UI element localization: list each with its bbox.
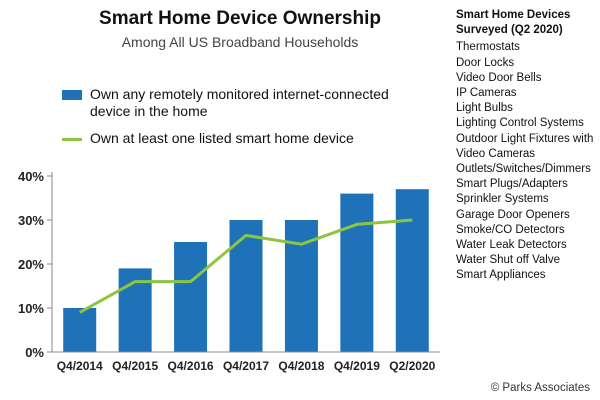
chart-subtitle: Among All US Broadband Households	[121, 34, 359, 50]
legend: Own any remotely monitored internet-conn…	[62, 86, 420, 157]
device-item: Water Shut off Valve	[456, 254, 560, 267]
legend-bar-label: Own any remotely monitored internet-conn…	[90, 86, 389, 119]
x-tick-label: Q4/2014	[57, 359, 103, 373]
bar	[229, 220, 263, 352]
device-item: Door Locks	[456, 56, 515, 69]
series-line	[78, 218, 413, 314]
device-item: Thermostats	[456, 41, 520, 54]
x-tick-label: Q4/2015	[112, 359, 158, 373]
device-item: IP Cameras	[456, 87, 517, 100]
device-item: Water Leak Detectors	[456, 239, 567, 252]
device-item: Garage Door Openers	[456, 208, 570, 221]
device-item: Outdoor Light Fixtures with Video Camera…	[456, 132, 594, 160]
x-tick-label: Q4/2016	[168, 359, 214, 373]
y-tick-label: 20%	[18, 257, 44, 272]
legend-bar-swatch	[62, 90, 82, 100]
legend-item-line: Own at least one listed smart home devic…	[62, 130, 420, 147]
legend-line-swatch	[62, 138, 82, 141]
device-item: Sprinkler Systems	[456, 193, 549, 206]
device-item: Outlets/Switches/Dimmers	[456, 163, 591, 176]
x-tick-label: Q2/2020	[389, 359, 435, 373]
x-tick-label: Q4/2019	[334, 359, 380, 373]
bar	[174, 242, 208, 352]
bar	[340, 193, 374, 352]
y-tick-label: 10%	[18, 301, 44, 316]
device-item: Video Door Bells	[456, 71, 542, 84]
chart-title: Smart Home Device Ownership	[99, 8, 381, 29]
y-tick-label: 0%	[25, 345, 44, 360]
device-item: Smoke/CO Detectors	[456, 223, 565, 236]
devices-surveyed-list: Thermostats Door Locks Video Door Bells IP …	[456, 40, 596, 283]
bar	[395, 189, 429, 352]
devices-surveyed-panel: Smart Home Devices Surveyed (Q2 2020) Th…	[456, 8, 596, 284]
y-tick-label: 40%	[18, 169, 44, 184]
x-tick-label: Q4/2018	[278, 359, 324, 373]
bar	[63, 308, 97, 352]
y-tick-label: 30%	[18, 213, 44, 228]
device-item: Smart Appliances	[456, 269, 546, 282]
legend-line-label: Own at least one listed smart home devic…	[90, 130, 354, 146]
x-tick-label: Q4/2017	[223, 359, 269, 373]
device-item: Light Bulbs	[456, 102, 513, 115]
device-item: Lighting Control Systems	[456, 117, 584, 130]
device-item: Smart Plugs/Adapters	[456, 178, 568, 191]
legend-item-bar: Own any remotely monitored internet-conn…	[62, 86, 420, 120]
copyright: © Parks Associates	[490, 382, 590, 394]
devices-surveyed-title: Smart Home Devices Surveyed (Q2 2020)	[456, 9, 571, 37]
